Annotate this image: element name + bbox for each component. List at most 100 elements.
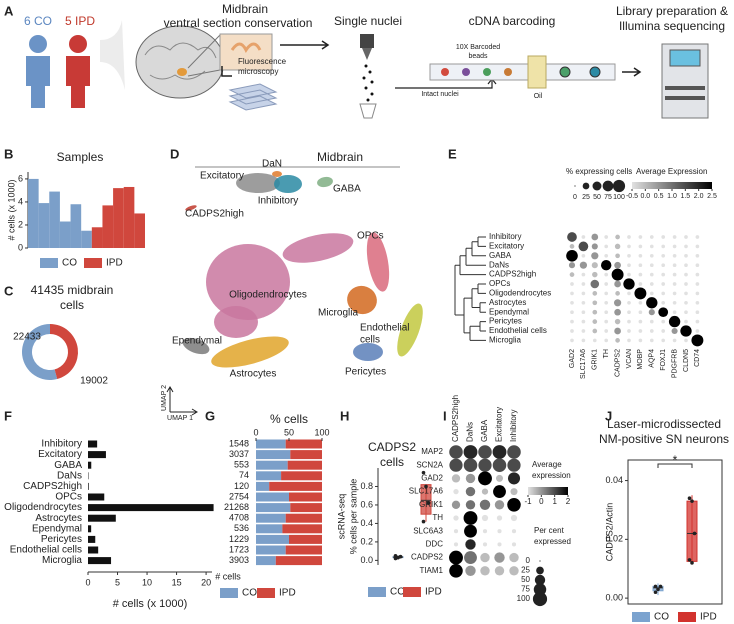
- dot: [638, 329, 643, 333]
- legend-swatch: [257, 588, 275, 598]
- cluster: [397, 303, 423, 357]
- dot: [570, 310, 574, 315]
- dot: [497, 529, 502, 534]
- oil-chamber: [527, 55, 547, 89]
- dot: [615, 253, 620, 259]
- dot: [684, 300, 688, 305]
- dot: [695, 272, 700, 277]
- dot: [592, 271, 598, 278]
- column-label: CADPS2high: [451, 395, 460, 442]
- dot: [661, 263, 666, 268]
- dot: [592, 309, 598, 315]
- dot: [478, 458, 492, 472]
- dendrogram: [454, 236, 486, 341]
- dot: [480, 566, 490, 576]
- panel-letter: C: [4, 283, 14, 298]
- significance: *: [673, 453, 678, 467]
- row-label-title: # cells: [215, 571, 241, 581]
- row-label: CADPS2: [411, 553, 444, 562]
- dot: [627, 319, 631, 324]
- bar: [113, 188, 124, 248]
- dot: [684, 282, 688, 286]
- legend-label: CO: [62, 258, 77, 269]
- cluster-label: cells: [360, 335, 380, 346]
- legend-swatch: [632, 612, 650, 622]
- dot: [569, 244, 575, 249]
- row-label: 536: [234, 523, 249, 533]
- legend-label: CO: [242, 588, 257, 599]
- dot: [695, 310, 700, 315]
- dot: [604, 329, 609, 333]
- row-label: 74: [239, 470, 249, 480]
- dot: [591, 262, 598, 269]
- dot: [507, 458, 521, 472]
- cluster: [274, 175, 302, 193]
- y-tick-label: 0.00: [605, 592, 623, 602]
- bracket: [100, 20, 125, 90]
- pipette-tip: [362, 48, 372, 60]
- bar-segment: [275, 556, 322, 566]
- row-label: Ependymal: [489, 307, 529, 316]
- legend-title: Average: [532, 460, 562, 469]
- dot: [649, 244, 654, 249]
- point: [690, 561, 694, 565]
- bead: [441, 68, 449, 76]
- dot: [672, 338, 677, 343]
- dot: [649, 329, 654, 333]
- slides: [228, 83, 278, 111]
- arrow: [622, 67, 642, 77]
- row-label: Inhibitory: [489, 232, 521, 241]
- dot: [481, 488, 489, 495]
- row-label: SCN2A: [416, 460, 443, 469]
- dot: [482, 542, 488, 547]
- size-key: [592, 181, 602, 191]
- dot: [615, 338, 620, 343]
- bar-segment: [289, 534, 322, 544]
- dot: [465, 473, 476, 484]
- point: [398, 554, 403, 559]
- dot: [478, 471, 492, 486]
- dot: [449, 550, 463, 565]
- dot: [578, 241, 589, 252]
- row-label: OPCs: [489, 279, 510, 288]
- step-label: cDNA barcoding: [469, 14, 556, 28]
- x-tick-label: 100: [314, 427, 329, 437]
- cluster-label: Microglia: [318, 308, 358, 319]
- dot: [465, 539, 476, 550]
- step-label: ventral section conservation: [164, 16, 313, 30]
- color-tick-label: 0.0: [640, 193, 650, 200]
- sequencer-screen: [669, 49, 701, 67]
- dot: [579, 261, 588, 269]
- dot: [570, 319, 574, 324]
- legend-swatch: [368, 587, 386, 597]
- bar: [28, 178, 39, 248]
- dot: [604, 244, 609, 249]
- significance-bracket: [657, 463, 693, 468]
- step-label: 10X Barcoded: [456, 44, 500, 51]
- bar: [81, 230, 92, 248]
- size-key: [532, 591, 548, 607]
- dot: [497, 542, 502, 547]
- dot: [649, 235, 654, 239]
- chart-title: % cells: [270, 412, 308, 426]
- x-tick-label: 0: [253, 427, 258, 437]
- dot: [492, 445, 507, 459]
- dot: [591, 243, 598, 250]
- dot: [495, 474, 504, 482]
- dot: [695, 253, 700, 258]
- column-label: GABA: [480, 419, 489, 442]
- size-key-label: 25: [521, 566, 530, 575]
- dot: [627, 253, 631, 258]
- cluster-label: GABA: [333, 184, 361, 195]
- size-key: [612, 179, 626, 193]
- pie-slice: [50, 324, 78, 380]
- cluster: [214, 306, 258, 338]
- legend-title: Per cent: [534, 526, 565, 535]
- person-head: [29, 35, 47, 53]
- column-label: GAD2: [569, 349, 576, 368]
- pipette: [360, 34, 374, 48]
- point: [690, 499, 694, 503]
- dot: [638, 282, 643, 286]
- point: [692, 531, 697, 536]
